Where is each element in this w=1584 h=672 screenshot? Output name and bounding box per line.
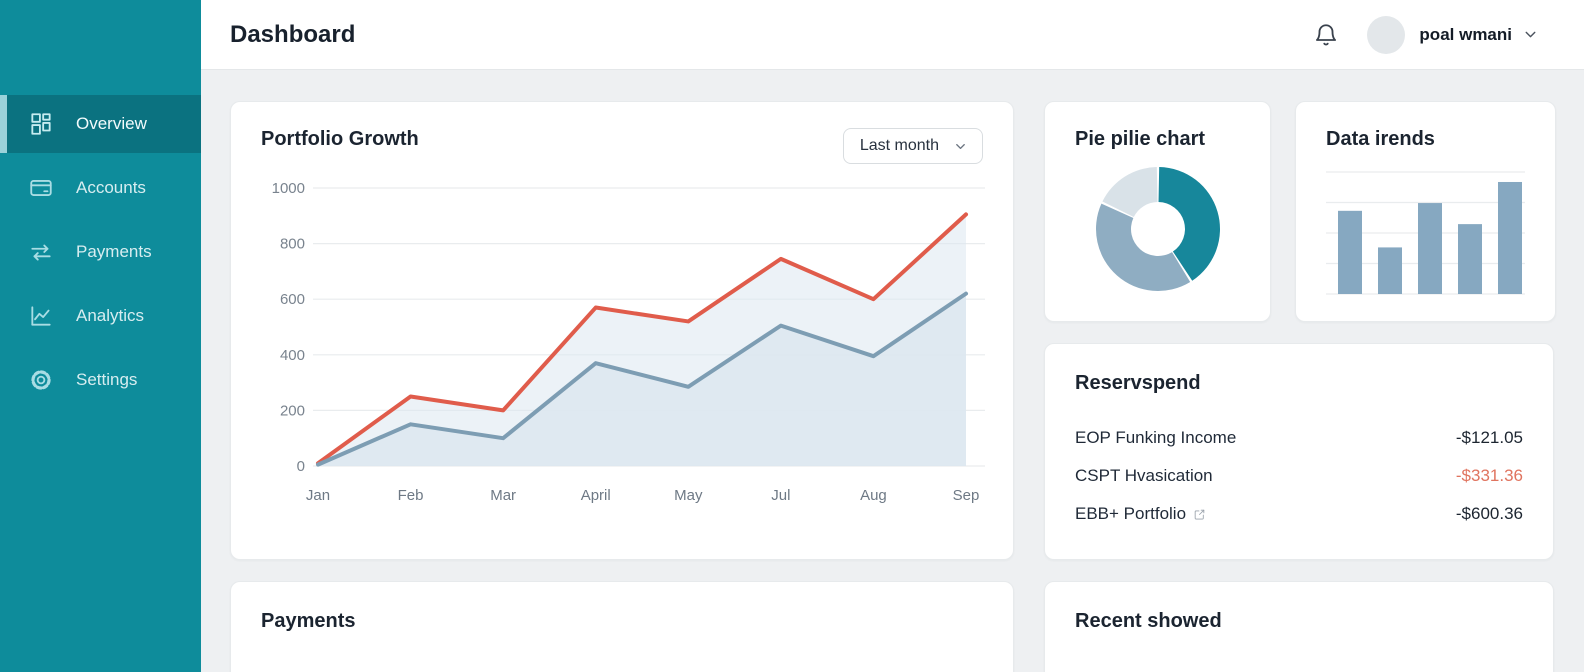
sidebar-item-label: Analytics: [76, 306, 145, 325]
svg-text:400: 400: [280, 347, 305, 364]
credit-card-icon: [30, 180, 52, 196]
donut-chart: [1095, 167, 1220, 291]
svg-text:600: 600: [280, 291, 305, 308]
svg-text:May: May: [674, 487, 703, 504]
svg-text:200: 200: [280, 402, 305, 419]
dashboard-grid-icon: [31, 113, 51, 135]
portfolio-growth-card: Portfolio Growth Last month 0 200 400 600 80…: [230, 101, 1014, 560]
range-selector-value: Last month: [859, 137, 939, 154]
recent-showed-card: Recent showed: [1044, 581, 1554, 672]
reserve-row: EBB+ Portfolio -$600.36: [1075, 504, 1523, 524]
portfolio-growth-title: Portfolio Growth: [261, 128, 419, 150]
reserve-spend-card: Reservspend EOP Funking Income -$121.05 …: [1044, 343, 1554, 560]
range-selector[interactable]: Last month: [842, 128, 983, 164]
svg-text:Mar: Mar: [490, 487, 516, 504]
pie-chart-card: Pie pilie chart: [1044, 101, 1271, 322]
reserve-row-label: CSPT Hvasication: [1075, 466, 1213, 485]
sidebar: Overview Accounts Payments Analytics: [0, 0, 201, 672]
transfer-arrows-icon: [31, 244, 51, 261]
recent-showed-title: Recent showed: [1075, 610, 1222, 632]
sidebar-item-label: Overview: [76, 114, 147, 133]
sidebar-item-analytics[interactable]: Analytics: [0, 287, 201, 345]
external-link-icon: [1194, 509, 1205, 520]
line-chart-icon: [31, 306, 51, 326]
right-top-row: Pie pilie chart Data irends: [1044, 101, 1556, 322]
pie-chart-title: Pie pilie chart: [1075, 128, 1206, 150]
reserve-row-amount: -$331.36: [1455, 466, 1523, 485]
reserve-row-label: EOP Funking Income: [1075, 428, 1237, 447]
sidebar-item-accounts[interactable]: Accounts: [0, 159, 201, 217]
user-menu[interactable]: poal wmani: [1419, 25, 1539, 45]
sidebar-item-settings[interactable]: Settings: [0, 351, 201, 409]
sidebar-item-label: Settings: [76, 370, 138, 389]
reserve-row-label: EBB+ Portfolio: [1075, 504, 1187, 523]
reserve-row-amount: -$600.36: [1455, 504, 1523, 523]
sidebar-item-label: Payments: [76, 242, 152, 261]
payments-title: Payments: [261, 610, 356, 632]
payments-card: Payments: [230, 581, 1014, 672]
sidebar-item-payments[interactable]: Payments: [0, 223, 201, 281]
svg-text:Jan: Jan: [306, 487, 330, 504]
header-actions: poal wmani: [1313, 15, 1539, 54]
svg-text:Aug: Aug: [860, 487, 887, 504]
sidebar-item-overview[interactable]: Overview: [0, 95, 201, 153]
svg-text:Feb: Feb: [398, 487, 424, 504]
trends-bar-chart: [1326, 171, 1525, 295]
avatar[interactable]: [1367, 15, 1406, 54]
svg-text:April: April: [581, 487, 611, 504]
main-content: Portfolio Growth Last month 0 200 400 600 80…: [201, 70, 1584, 672]
page-title: Dashboard: [230, 20, 356, 48]
chevron-down-icon: [956, 143, 965, 149]
top-header: Dashboard poal wmani: [201, 0, 1584, 70]
user-name: poal wmani: [1419, 24, 1512, 44]
bell-icon[interactable]: [1313, 22, 1339, 48]
reserve-rows: EOP Funking Income -$121.05 CSPT Hvasica…: [1075, 428, 1523, 524]
data-trends-title: Data irends: [1326, 128, 1435, 150]
chevron-down-icon: [1525, 31, 1536, 38]
svg-text:Sep: Sep: [953, 487, 980, 504]
reserve-row: EOP Funking Income -$121.05: [1075, 428, 1523, 448]
gear-icon: [31, 370, 51, 390]
svg-text:800: 800: [280, 236, 305, 253]
sidebar-item-label: Accounts: [76, 178, 146, 197]
reserve-row: CSPT Hvasication -$331.36: [1075, 466, 1523, 486]
portfolio-line-chart: 0 200 400 600 800 1000 Jan Feb Mar April May Jul Aug…: [272, 180, 985, 504]
sidebar-nav: Overview Accounts Payments Analytics: [0, 0, 201, 409]
svg-text:Jul: Jul: [771, 487, 790, 504]
svg-text:1000: 1000: [272, 180, 305, 197]
data-trends-card: Data irends: [1295, 101, 1556, 322]
reserve-row-amount: -$121.05: [1455, 428, 1523, 447]
reserve-spend-title: Reservspend: [1075, 372, 1201, 394]
svg-text:0: 0: [297, 458, 305, 475]
